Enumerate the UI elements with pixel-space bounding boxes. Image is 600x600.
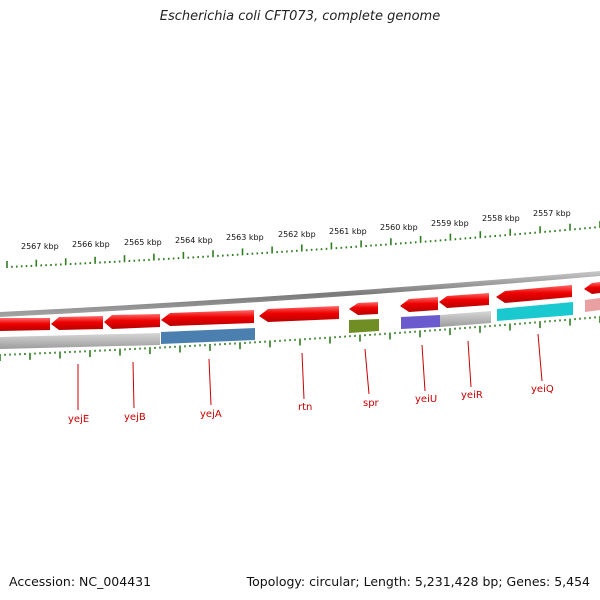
gene-label-yeiU: yeiU [415,394,437,405]
gene-leader-lines [77,333,543,410]
gene-arrow [400,297,438,312]
lower-scale-ruler [0,316,600,361]
gene-track-yejA [161,328,255,344]
leader-line [132,361,135,409]
upper-scale-ruler [6,221,600,268]
scale-label: 2559 kbp [431,219,469,228]
scale-label: 2566 kbp [72,240,110,249]
scale-label: 2560 kbp [380,223,418,232]
scale-label: 2561 kbp [329,227,367,236]
genome-backbone [0,271,600,317]
scale-label: 2558 kbp [482,214,520,223]
gene-arrows [0,282,600,331]
gene-arrow [0,318,50,331]
gene-label-rtn: rtn [298,402,312,413]
scale-label: 2562 kbp [278,230,316,239]
gene-arrow [51,316,103,330]
gene-track-yeiQ [497,302,573,321]
scale-label: 2557 kbp [533,209,571,218]
leader-line [467,340,472,388]
scale-label: 2564 kbp [175,236,213,245]
leader-line [421,344,426,392]
gene-track-segment [585,298,600,312]
leader-line [208,358,212,406]
gene-track-yeiU [401,315,440,329]
gene-label-yeiR: yeiR [461,390,483,401]
gene-arrow [439,293,489,308]
gene-label-spr: spr [363,398,380,409]
scale-label: 2565 kbp [124,238,162,247]
gene-arrow [584,282,600,294]
gene-labels: yejE yejB yejA rtn spr yeiU yeiR yeiQ [68,384,554,425]
gene-arrow [496,285,572,303]
gene-arrow [259,306,339,322]
gene-arrow [161,310,254,326]
gene-track-spr [349,319,379,333]
scale-labels: 2567 kbp 2566 kbp 2565 kbp 2564 kbp 2563… [21,209,571,251]
genome-stats-label: Topology: circular; Length: 5,231,428 bp… [246,574,590,589]
gene-arrow [349,302,378,315]
scale-label: 2567 kbp [21,242,59,251]
leader-line [537,333,543,382]
map-title: Escherichia coli CFT073, complete genome [159,9,441,24]
gene-label-yejB: yejB [124,412,146,423]
leader-line [364,348,370,395]
gene-track-yeiR [440,311,491,327]
gene-label-yejA: yejA [200,409,222,420]
gene-label-yejE: yejE [68,414,89,425]
leader-line [301,352,305,400]
scale-label: 2563 kbp [226,233,264,242]
gene-track-segment [0,333,160,349]
gene-arrow [104,314,160,329]
gene-label-yeiQ: yeiQ [531,384,554,395]
accession-label: Accession: NC_004431 [9,574,152,589]
gene-track [0,298,600,349]
